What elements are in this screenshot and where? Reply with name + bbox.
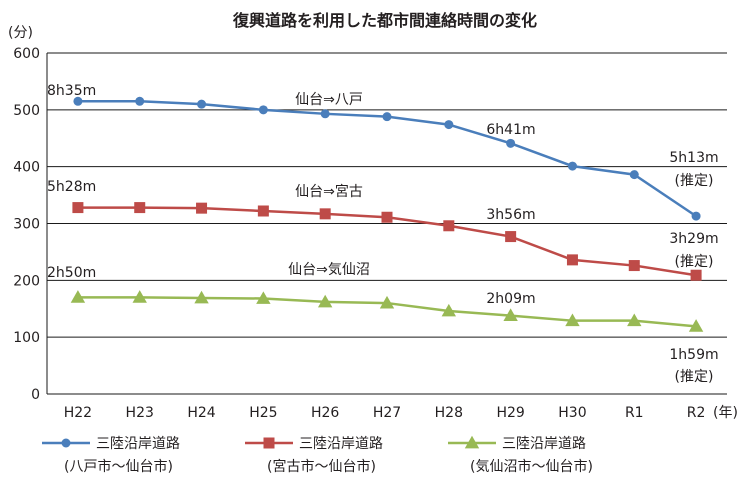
x-tick-label: R2 (687, 405, 706, 421)
data-point (61, 438, 71, 448)
y-tick-labels: 0 100 200 300 400 500 600 (13, 46, 40, 403)
data-point (567, 161, 577, 171)
data-label: (推定) (675, 173, 714, 189)
legend-sublabel: (気仙沼市～仙台市) (470, 458, 593, 475)
x-tick-label: H25 (249, 405, 277, 421)
data-label: 2h09m (486, 291, 535, 307)
legend: 三陸沿岸道路 (八戸市～仙台市) 三陸沿岸道路 (宮古市～仙台市) 三陸沿岸道路 (気仙沼… (42, 435, 593, 475)
data-label: 5h28m (47, 179, 96, 195)
data-label: 1h59m (669, 347, 718, 363)
x-tick-label: H22 (64, 405, 92, 421)
data-point (70, 290, 86, 303)
x-tick-label: R1 (625, 405, 644, 421)
legend-sublabel: (八戸市～仙台市) (64, 458, 173, 475)
data-point (258, 105, 268, 115)
data-point (627, 313, 642, 327)
x-tick-label: H28 (435, 405, 463, 421)
data-point (505, 231, 517, 243)
data-point (628, 260, 640, 272)
legend-sublabel: (宮古市～仙台市) (267, 458, 376, 475)
data-label: (推定) (675, 254, 714, 270)
series-2 (72, 202, 702, 281)
gridlines (47, 52, 727, 338)
y-tick-label: 600 (13, 46, 40, 62)
legend-item: 三陸沿岸道路 (八戸市～仙台市) (42, 436, 180, 475)
chart-title: 復興道路を利用した都市間連絡時間の変化 (232, 11, 537, 30)
data-label: 3h29m (669, 231, 718, 247)
data-label: 3h56m (486, 207, 535, 223)
x-axis-unit: (年) (713, 405, 738, 421)
data-label: 5h13m (669, 150, 718, 166)
x-tick-labels: H22 H23 H24 H25 H26 H27 H28 H29 H30 R1 R2 (64, 405, 706, 421)
data-point (263, 437, 275, 449)
axes (46, 53, 727, 395)
x-tick-label: H29 (496, 405, 524, 421)
y-tick-label: 400 (13, 160, 40, 176)
data-point (72, 202, 84, 214)
x-tick-label: H26 (311, 405, 339, 421)
data-point (379, 295, 395, 309)
data-point (135, 96, 145, 106)
legend-label: 三陸沿岸道路 (502, 436, 586, 452)
route-label: 仙台⇒宮古 (295, 184, 363, 200)
data-label: 2h50m (47, 265, 96, 281)
route-label: 仙台⇒気仙沼 (288, 262, 370, 278)
data-label: 8h35m (47, 83, 96, 99)
data-point (134, 202, 146, 214)
series-1 (73, 96, 701, 221)
y-tick-label: 300 (13, 217, 40, 233)
legend-label: 三陸沿岸道路 (96, 436, 180, 452)
data-point (196, 202, 208, 214)
data-point (629, 170, 639, 180)
data-point (320, 109, 330, 119)
x-tick-label: H30 (558, 405, 586, 421)
x-tick-label: H27 (373, 405, 401, 421)
y-tick-label: 200 (13, 273, 40, 289)
y-tick-label: 0 (31, 387, 40, 403)
series-3 (70, 290, 704, 332)
data-point (566, 254, 578, 266)
x-tick-label: H23 (126, 405, 154, 421)
series-group (70, 96, 704, 332)
data-point (317, 294, 333, 308)
data-point (690, 269, 702, 281)
data-point (688, 319, 704, 332)
data-point (382, 112, 392, 122)
y-axis-unit: (分) (8, 25, 33, 41)
legend-item: 三陸沿岸道路 (気仙沼市～仙台市) (448, 435, 593, 475)
data-point (197, 99, 207, 109)
data-point (506, 138, 516, 148)
data-point (319, 208, 331, 220)
y-tick-label: 100 (13, 330, 40, 346)
legend-label: 三陸沿岸道路 (299, 436, 383, 452)
data-point (565, 313, 580, 327)
data-point (381, 211, 393, 223)
annotations: 8h35m 6h41m 5h13m (推定) 5h28m 3h56m 3h29m (推定) 2h… (47, 83, 719, 385)
route-label: 仙台⇒八戸 (295, 92, 363, 108)
data-point (441, 303, 457, 317)
legend-item: 三陸沿岸道路 (宮古市～仙台市) (245, 436, 383, 475)
data-point (73, 96, 83, 106)
data-label: (推定) (675, 369, 714, 385)
x-tick-label: H24 (187, 405, 215, 421)
data-label: 6h41m (486, 122, 535, 138)
data-point (194, 290, 209, 304)
data-point (464, 435, 480, 449)
data-point (444, 120, 454, 130)
data-point (132, 290, 147, 303)
y-tick-label: 500 (13, 103, 40, 119)
data-point (256, 291, 271, 304)
data-point (691, 211, 701, 221)
data-point (257, 205, 269, 217)
data-point (443, 220, 455, 232)
data-point (503, 308, 518, 321)
